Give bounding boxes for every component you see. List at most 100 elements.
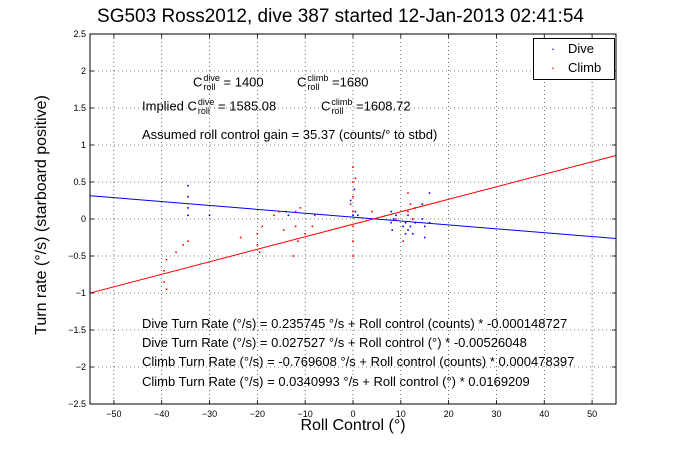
implied-dive-value: = 1585.08: [214, 98, 277, 114]
point-climb: [352, 240, 354, 242]
data-points: [163, 166, 431, 291]
x-tick-label: −20: [250, 409, 265, 419]
implied-climb-base: C: [321, 98, 331, 114]
point-climb: [182, 244, 185, 246]
x-tick-label: −40: [154, 409, 169, 419]
legend-marker-dive: ·: [550, 41, 556, 56]
point-dive: [287, 214, 290, 217]
annotation-climb-fit-deg: Climb Turn Rate (°/s) = 0.0340993 °/s + …: [142, 374, 530, 389]
x-tick-label: 50: [587, 409, 597, 419]
y-tick-label: 1.5: [73, 103, 86, 113]
point-climb: [402, 240, 405, 242]
point-dive: [404, 221, 407, 224]
annotation-climb-fit-counts: Climb Turn Rate (°/s) = -0.769608 °/s + …: [142, 354, 575, 369]
point-dive: [402, 225, 405, 228]
point-dive: [390, 210, 393, 213]
point-dive: [352, 214, 354, 217]
fit-lines: [89, 155, 617, 294]
c-dive-value: = 1400: [219, 74, 264, 90]
point-climb: [409, 203, 412, 205]
point-climb: [349, 203, 352, 205]
point-dive: [407, 214, 409, 217]
y-tick-label: −0.5: [68, 251, 86, 261]
point-climb: [175, 251, 177, 254]
point-climb: [407, 210, 409, 213]
point-climb: [256, 244, 259, 246]
point-climb: [239, 236, 242, 239]
point-dive: [428, 192, 431, 194]
grid-lines: [90, 33, 616, 405]
fit-line-climb: [89, 155, 617, 294]
point-climb: [294, 225, 297, 228]
point-dive: [354, 210, 357, 213]
point-climb: [304, 233, 306, 235]
point-dive: [392, 218, 395, 220]
point-climb: [163, 281, 165, 283]
point-dive: [423, 236, 426, 239]
point-climb: [278, 210, 280, 213]
point-climb: [261, 225, 263, 228]
x-tick-label: 0: [350, 409, 355, 419]
implied-climb-sup: climb: [331, 97, 353, 107]
legend-label-dive: Dive: [568, 41, 595, 56]
point-dive: [349, 199, 352, 202]
annotation-dive-fit-deg: Dive Turn Rate (°/s) = 0.027527 °/s + Ro…: [142, 335, 527, 350]
point-dive: [187, 214, 189, 217]
implied-climb-sub: roll: [331, 106, 344, 116]
point-climb: [354, 177, 357, 180]
legend: · Dive · Climb: [533, 38, 615, 80]
y-tick-label: −2: [76, 362, 86, 372]
point-dive: [187, 196, 189, 198]
point-climb: [311, 225, 314, 228]
x-tick-label: 20: [444, 409, 454, 419]
point-dive: [407, 229, 409, 231]
point-dive: [428, 221, 431, 224]
point-dive: [395, 214, 397, 217]
point-climb: [165, 258, 168, 261]
chart-title: SG503 Ross2012, dive 387 started 12-Jan-…: [97, 6, 584, 27]
y-tick-label: −1: [76, 288, 86, 298]
x-tick-label: 10: [396, 409, 406, 419]
point-dive: [404, 233, 407, 235]
point-climb: [258, 251, 261, 254]
point-climb: [395, 218, 397, 220]
point-climb: [313, 214, 316, 217]
implied-dive-sup: dive: [197, 97, 215, 107]
point-climb: [187, 240, 189, 242]
point-climb: [282, 229, 285, 231]
point-climb: [292, 255, 295, 257]
point-climb: [163, 270, 165, 272]
point-dive: [414, 221, 416, 224]
y-tick-label: −1.5: [68, 325, 86, 335]
c-climb-sup: climb: [307, 73, 329, 83]
point-climb: [273, 214, 275, 217]
annotation-dive-fit-counts: Dive Turn Rate (°/s) = 0.235745 °/s + Ro…: [142, 316, 568, 331]
point-dive: [187, 207, 189, 209]
point-climb: [299, 207, 302, 209]
fit-line-dive: [89, 195, 617, 240]
point-dive: [421, 218, 424, 220]
y-tick-label: 0: [81, 214, 86, 224]
implied-dive-sub: roll: [197, 106, 210, 116]
point-climb: [297, 240, 299, 242]
implied-dive-base: C: [187, 98, 197, 114]
implied-prefix: Implied: [142, 98, 188, 114]
x-tick-label: −30: [202, 409, 217, 419]
point-climb: [407, 192, 409, 194]
point-climb: [352, 196, 354, 198]
point-dive: [208, 214, 211, 217]
x-tick-label: 40: [539, 409, 549, 419]
point-dive: [356, 214, 359, 217]
point-climb: [414, 207, 416, 209]
x-tick-label: −50: [106, 409, 121, 419]
y-tick-label: −2.5: [68, 399, 86, 409]
point-dive: [353, 188, 356, 191]
point-climb: [352, 181, 354, 183]
point-dive: [390, 221, 393, 224]
c-climb-base: C: [297, 74, 307, 90]
legend-label-climb: Climb: [568, 60, 602, 75]
